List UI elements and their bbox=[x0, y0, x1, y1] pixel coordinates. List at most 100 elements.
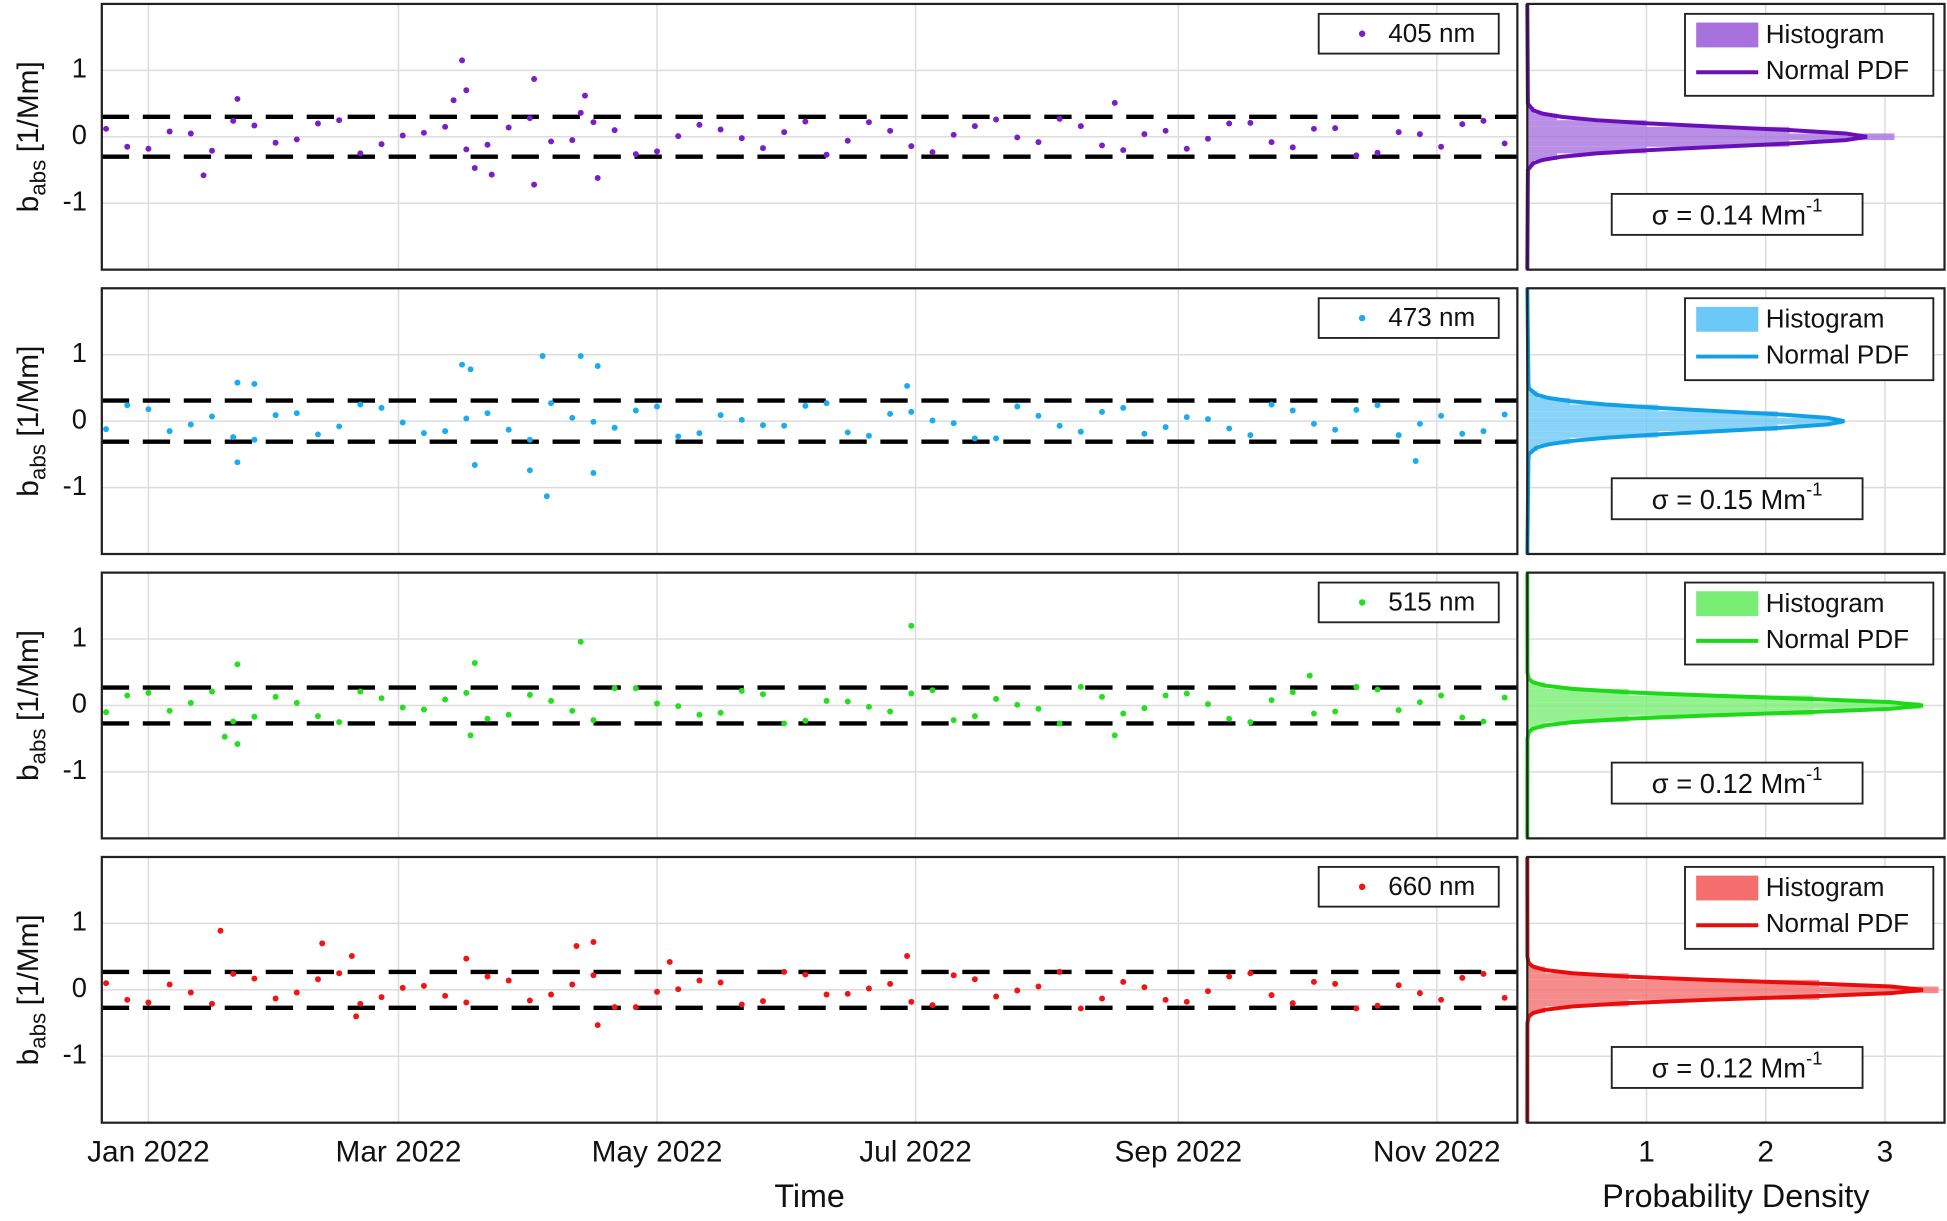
data-point bbox=[696, 430, 703, 437]
data-point bbox=[1035, 705, 1042, 712]
data-point bbox=[632, 1004, 639, 1011]
data-point bbox=[221, 733, 228, 740]
data-point bbox=[442, 428, 449, 435]
plot-frame bbox=[1526, 287, 1946, 556]
data-point bbox=[1183, 145, 1190, 152]
data-point bbox=[230, 434, 237, 441]
y-tick-label: 1 bbox=[72, 906, 87, 937]
data-point bbox=[471, 462, 478, 468]
data-point bbox=[823, 991, 830, 998]
data-point bbox=[569, 414, 576, 421]
data-point bbox=[717, 709, 724, 716]
x-tick-label: 3 bbox=[1877, 1136, 1894, 1169]
y-tick-label: -1 bbox=[63, 185, 87, 216]
data-point bbox=[611, 424, 618, 431]
data-point bbox=[1141, 705, 1148, 712]
plot-frame bbox=[1526, 571, 1946, 840]
legend-label: Normal PDF bbox=[1766, 339, 1909, 369]
data-point bbox=[971, 435, 978, 442]
histogram-bar bbox=[1527, 397, 1571, 405]
legend-box bbox=[1317, 297, 1500, 339]
legend-label: Histogram bbox=[1766, 303, 1885, 333]
y-label-unit: [1/Mm] bbox=[12, 61, 45, 152]
data-point bbox=[166, 428, 173, 435]
data-point bbox=[865, 432, 872, 439]
data-point bbox=[1077, 683, 1084, 690]
data-point bbox=[1099, 995, 1106, 1002]
data-point bbox=[187, 130, 194, 137]
legend-label: Normal PDF bbox=[1766, 55, 1909, 85]
data-point bbox=[145, 145, 152, 152]
data-point bbox=[145, 689, 152, 696]
data-point bbox=[488, 171, 495, 178]
data-point bbox=[1056, 422, 1063, 429]
data-point bbox=[993, 116, 1000, 123]
data-point bbox=[442, 992, 449, 999]
data-point bbox=[590, 717, 597, 724]
y-label-subscript: abs bbox=[26, 444, 51, 480]
data-point bbox=[1459, 121, 1466, 128]
histogram-bar bbox=[1527, 146, 1647, 154]
annotation: σ = 0.12 Mm-1 bbox=[1652, 1047, 1823, 1083]
histogram-bar bbox=[1527, 695, 1814, 703]
y-tick-label: -1 bbox=[63, 754, 87, 785]
data-point bbox=[950, 717, 957, 724]
data-point bbox=[293, 136, 300, 143]
data-point bbox=[1111, 99, 1118, 106]
data-point bbox=[124, 996, 131, 1003]
data-point bbox=[1332, 980, 1339, 987]
data-point bbox=[844, 429, 851, 436]
data-point bbox=[505, 426, 512, 433]
x-tick-label: 1 bbox=[1638, 1136, 1655, 1169]
data-point bbox=[399, 132, 406, 139]
data-point bbox=[738, 416, 745, 423]
data-point bbox=[505, 977, 512, 984]
legend-box bbox=[1317, 865, 1500, 908]
data-point bbox=[993, 695, 1000, 702]
data-point bbox=[1205, 701, 1211, 708]
data-point bbox=[1268, 697, 1275, 704]
legend-marker bbox=[1358, 883, 1366, 891]
data-point bbox=[526, 115, 533, 122]
data-point bbox=[632, 685, 639, 692]
data-point bbox=[759, 691, 766, 698]
data-point bbox=[1205, 988, 1211, 995]
data-point bbox=[1310, 710, 1317, 717]
data-point bbox=[526, 691, 533, 698]
data-point bbox=[1501, 694, 1508, 701]
data-point bbox=[187, 699, 194, 706]
data-point bbox=[314, 431, 321, 438]
histogram-bar bbox=[1527, 708, 1814, 716]
x-tick-label: 2 bbox=[1757, 1136, 1774, 1169]
data-point bbox=[1289, 407, 1296, 414]
plot-frame bbox=[1526, 855, 1946, 1124]
data-point bbox=[1501, 140, 1508, 147]
legend-label: 660 nm bbox=[1388, 871, 1475, 901]
y-tick-label: 1 bbox=[72, 53, 87, 84]
data-point bbox=[887, 980, 894, 987]
y-axis-label: babs [1/Mm] bbox=[12, 914, 51, 1065]
data-point bbox=[378, 695, 385, 702]
data-point bbox=[548, 697, 555, 704]
data-point bbox=[759, 145, 766, 152]
data-point bbox=[531, 76, 538, 82]
data-point bbox=[590, 418, 597, 425]
data-point bbox=[1077, 1005, 1084, 1012]
data-point bbox=[526, 467, 533, 474]
data-point bbox=[802, 402, 809, 409]
data-point bbox=[209, 1000, 215, 1007]
data-point bbox=[823, 697, 830, 704]
data-point bbox=[759, 998, 766, 1005]
data-point bbox=[539, 353, 546, 360]
data-point bbox=[929, 687, 936, 694]
y-axis-label: babs [1/Mm] bbox=[12, 346, 51, 497]
data-point bbox=[1120, 404, 1127, 411]
data-point bbox=[467, 366, 474, 373]
data-point bbox=[1183, 998, 1190, 1005]
data-point bbox=[484, 715, 491, 722]
data-point bbox=[590, 939, 597, 945]
legend-label: 473 nm bbox=[1388, 302, 1475, 332]
data-point bbox=[234, 95, 241, 102]
data-point bbox=[548, 400, 555, 407]
